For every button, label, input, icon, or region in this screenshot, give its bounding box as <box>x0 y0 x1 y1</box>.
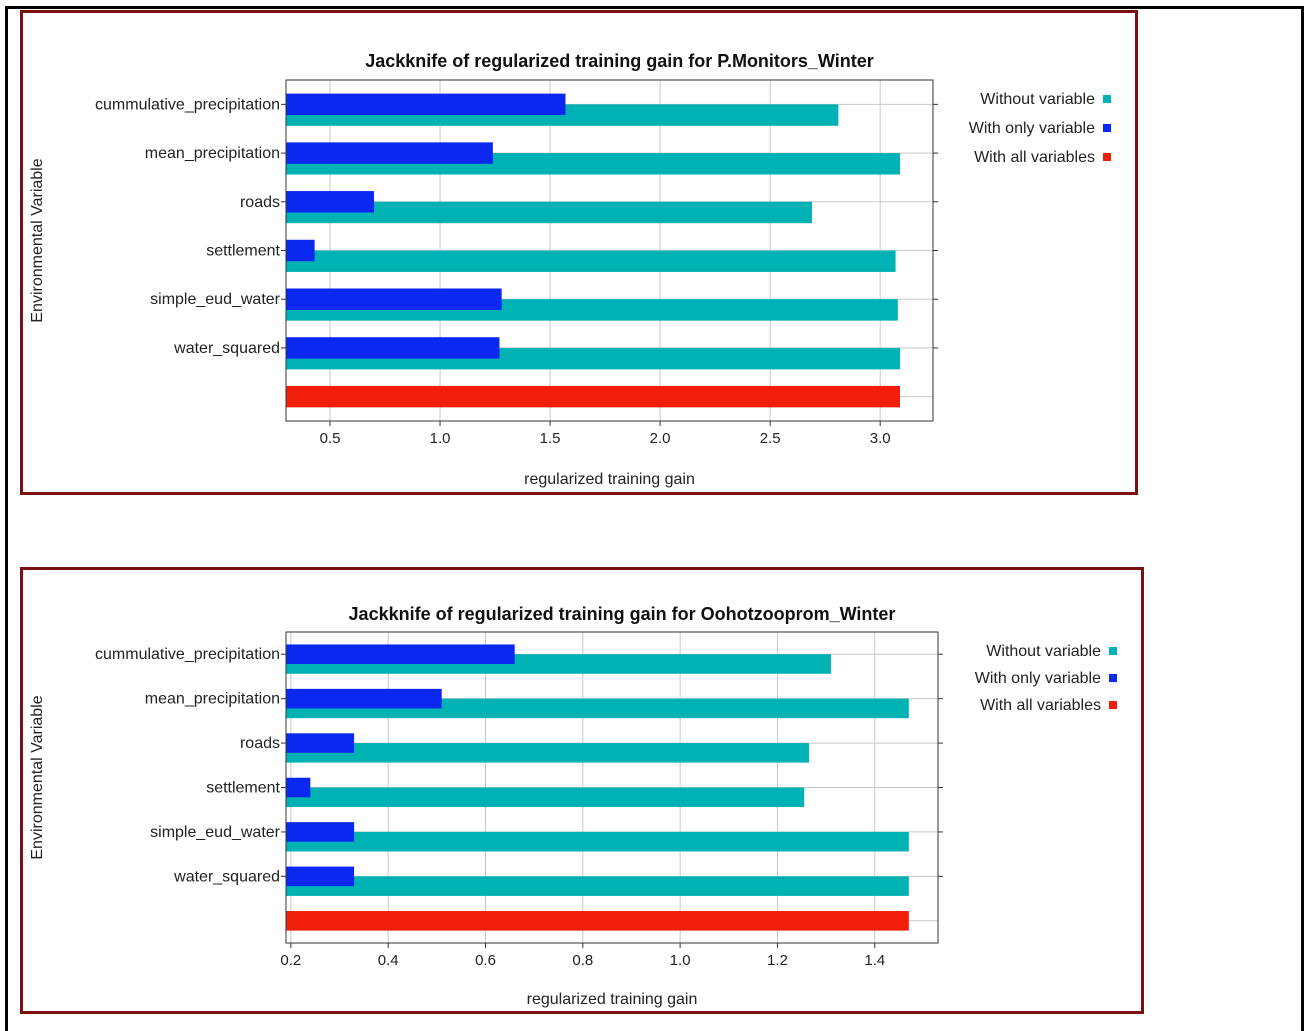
bar-with-only-variable <box>286 142 493 164</box>
y-axis-label: Environmental Variable <box>29 695 46 859</box>
bar-without-variable <box>286 876 909 896</box>
bar-with-only-variable <box>286 777 311 798</box>
x-tick-label: 1.0 <box>670 952 691 969</box>
category-label: simple_eud_water <box>150 824 281 841</box>
legend-swatch <box>1103 95 1111 103</box>
category-label: water_squared <box>173 868 280 885</box>
bar-with-all-variables <box>286 911 909 931</box>
y-axis-label: Environmental Variable <box>29 158 46 322</box>
legend-label: With all variables <box>974 149 1095 166</box>
x-tick-label: 2.0 <box>650 430 671 447</box>
plot-frame <box>285 631 939 944</box>
jackknife-chart-p-monitors: 0.5 1.0 1.5 2.0 2.5 3.0 cummulative_precipitat… <box>20 10 1138 495</box>
bar-with-only-variable <box>286 688 442 709</box>
x-tick-label: 2.5 <box>760 430 781 447</box>
plot-frame <box>285 79 934 422</box>
category-label: mean_precipitation <box>145 145 280 162</box>
x-tick-label: 0.4 <box>378 952 399 969</box>
bar-with-only-variable <box>286 644 515 664</box>
bar-without-variable <box>286 831 909 852</box>
x-axis-label: regularized training gain <box>524 471 695 488</box>
x-tick-label: 0.8 <box>572 952 593 969</box>
jackknife-chart-oohotzooprom: 0.2 0.4 0.6 0.8 1.0 1.2 1.4 cummulative_precipi… <box>20 567 1144 1014</box>
chart-svg: 0.5 1.0 1.5 2.0 2.5 3.0 cummulative_precipitat… <box>29 51 1111 488</box>
bar-with-only-variable <box>286 191 375 213</box>
chart-svg: 0.2 0.4 0.6 0.8 1.0 1.2 1.4 cummulative_precipi… <box>29 604 1117 1008</box>
x-tick-label: 0.5 <box>320 430 341 447</box>
chart-title: Jackknife of regularized training gain f… <box>365 51 874 71</box>
category-label: settlement <box>206 780 280 797</box>
legend-label: With only variable <box>969 120 1095 137</box>
x-tick-label: 1.5 <box>540 430 561 447</box>
x-tick-label: 0.2 <box>280 952 301 969</box>
bar-with-only-variable <box>286 337 500 359</box>
category-label: cummulative_precipitation <box>95 96 280 113</box>
category-label: water_squared <box>173 340 280 357</box>
x-tick-label: 0.6 <box>475 952 496 969</box>
legend-label: Without variable <box>986 643 1101 660</box>
chart-title: Jackknife of regularized training gain f… <box>349 604 896 624</box>
legend-swatch <box>1109 674 1117 682</box>
bar-with-only-variable <box>286 93 566 116</box>
legend-swatch <box>1103 153 1111 161</box>
bar-with-only-variable <box>286 733 355 753</box>
bar-with-only-variable <box>286 288 502 310</box>
legend-swatch <box>1109 701 1117 709</box>
bar-with-only-variable <box>286 239 315 262</box>
legend-label: With all variables <box>980 697 1101 714</box>
x-axis-label: regularized training gain <box>527 991 698 1008</box>
category-label: cummulative_precipitation <box>95 646 280 663</box>
category-label: mean_precipitation <box>145 691 280 708</box>
bar-with-only-variable <box>286 866 355 887</box>
x-tick-label: 1.2 <box>767 952 788 969</box>
bar-without-variable <box>286 250 896 272</box>
category-label: simple_eud_water <box>150 291 281 308</box>
x-tick-label: 1.0 <box>430 430 451 447</box>
bar-with-only-variable <box>286 822 355 842</box>
bar-without-variable <box>286 743 810 763</box>
category-label: roads <box>240 194 280 211</box>
legend-label: Without variable <box>980 91 1095 108</box>
legend-swatch <box>1103 124 1111 132</box>
bar-without-variable <box>286 201 812 224</box>
legend-swatch <box>1109 647 1117 655</box>
x-tick-label: 3.0 <box>870 430 891 447</box>
legend-label: With only variable <box>975 670 1101 687</box>
page-frame <box>5 6 1304 1031</box>
category-label: roads <box>240 735 280 752</box>
bar-without-variable <box>286 787 805 808</box>
x-tick-label: 1.4 <box>864 952 885 969</box>
category-label: settlement <box>206 243 280 260</box>
bar-with-all-variables <box>286 385 900 408</box>
